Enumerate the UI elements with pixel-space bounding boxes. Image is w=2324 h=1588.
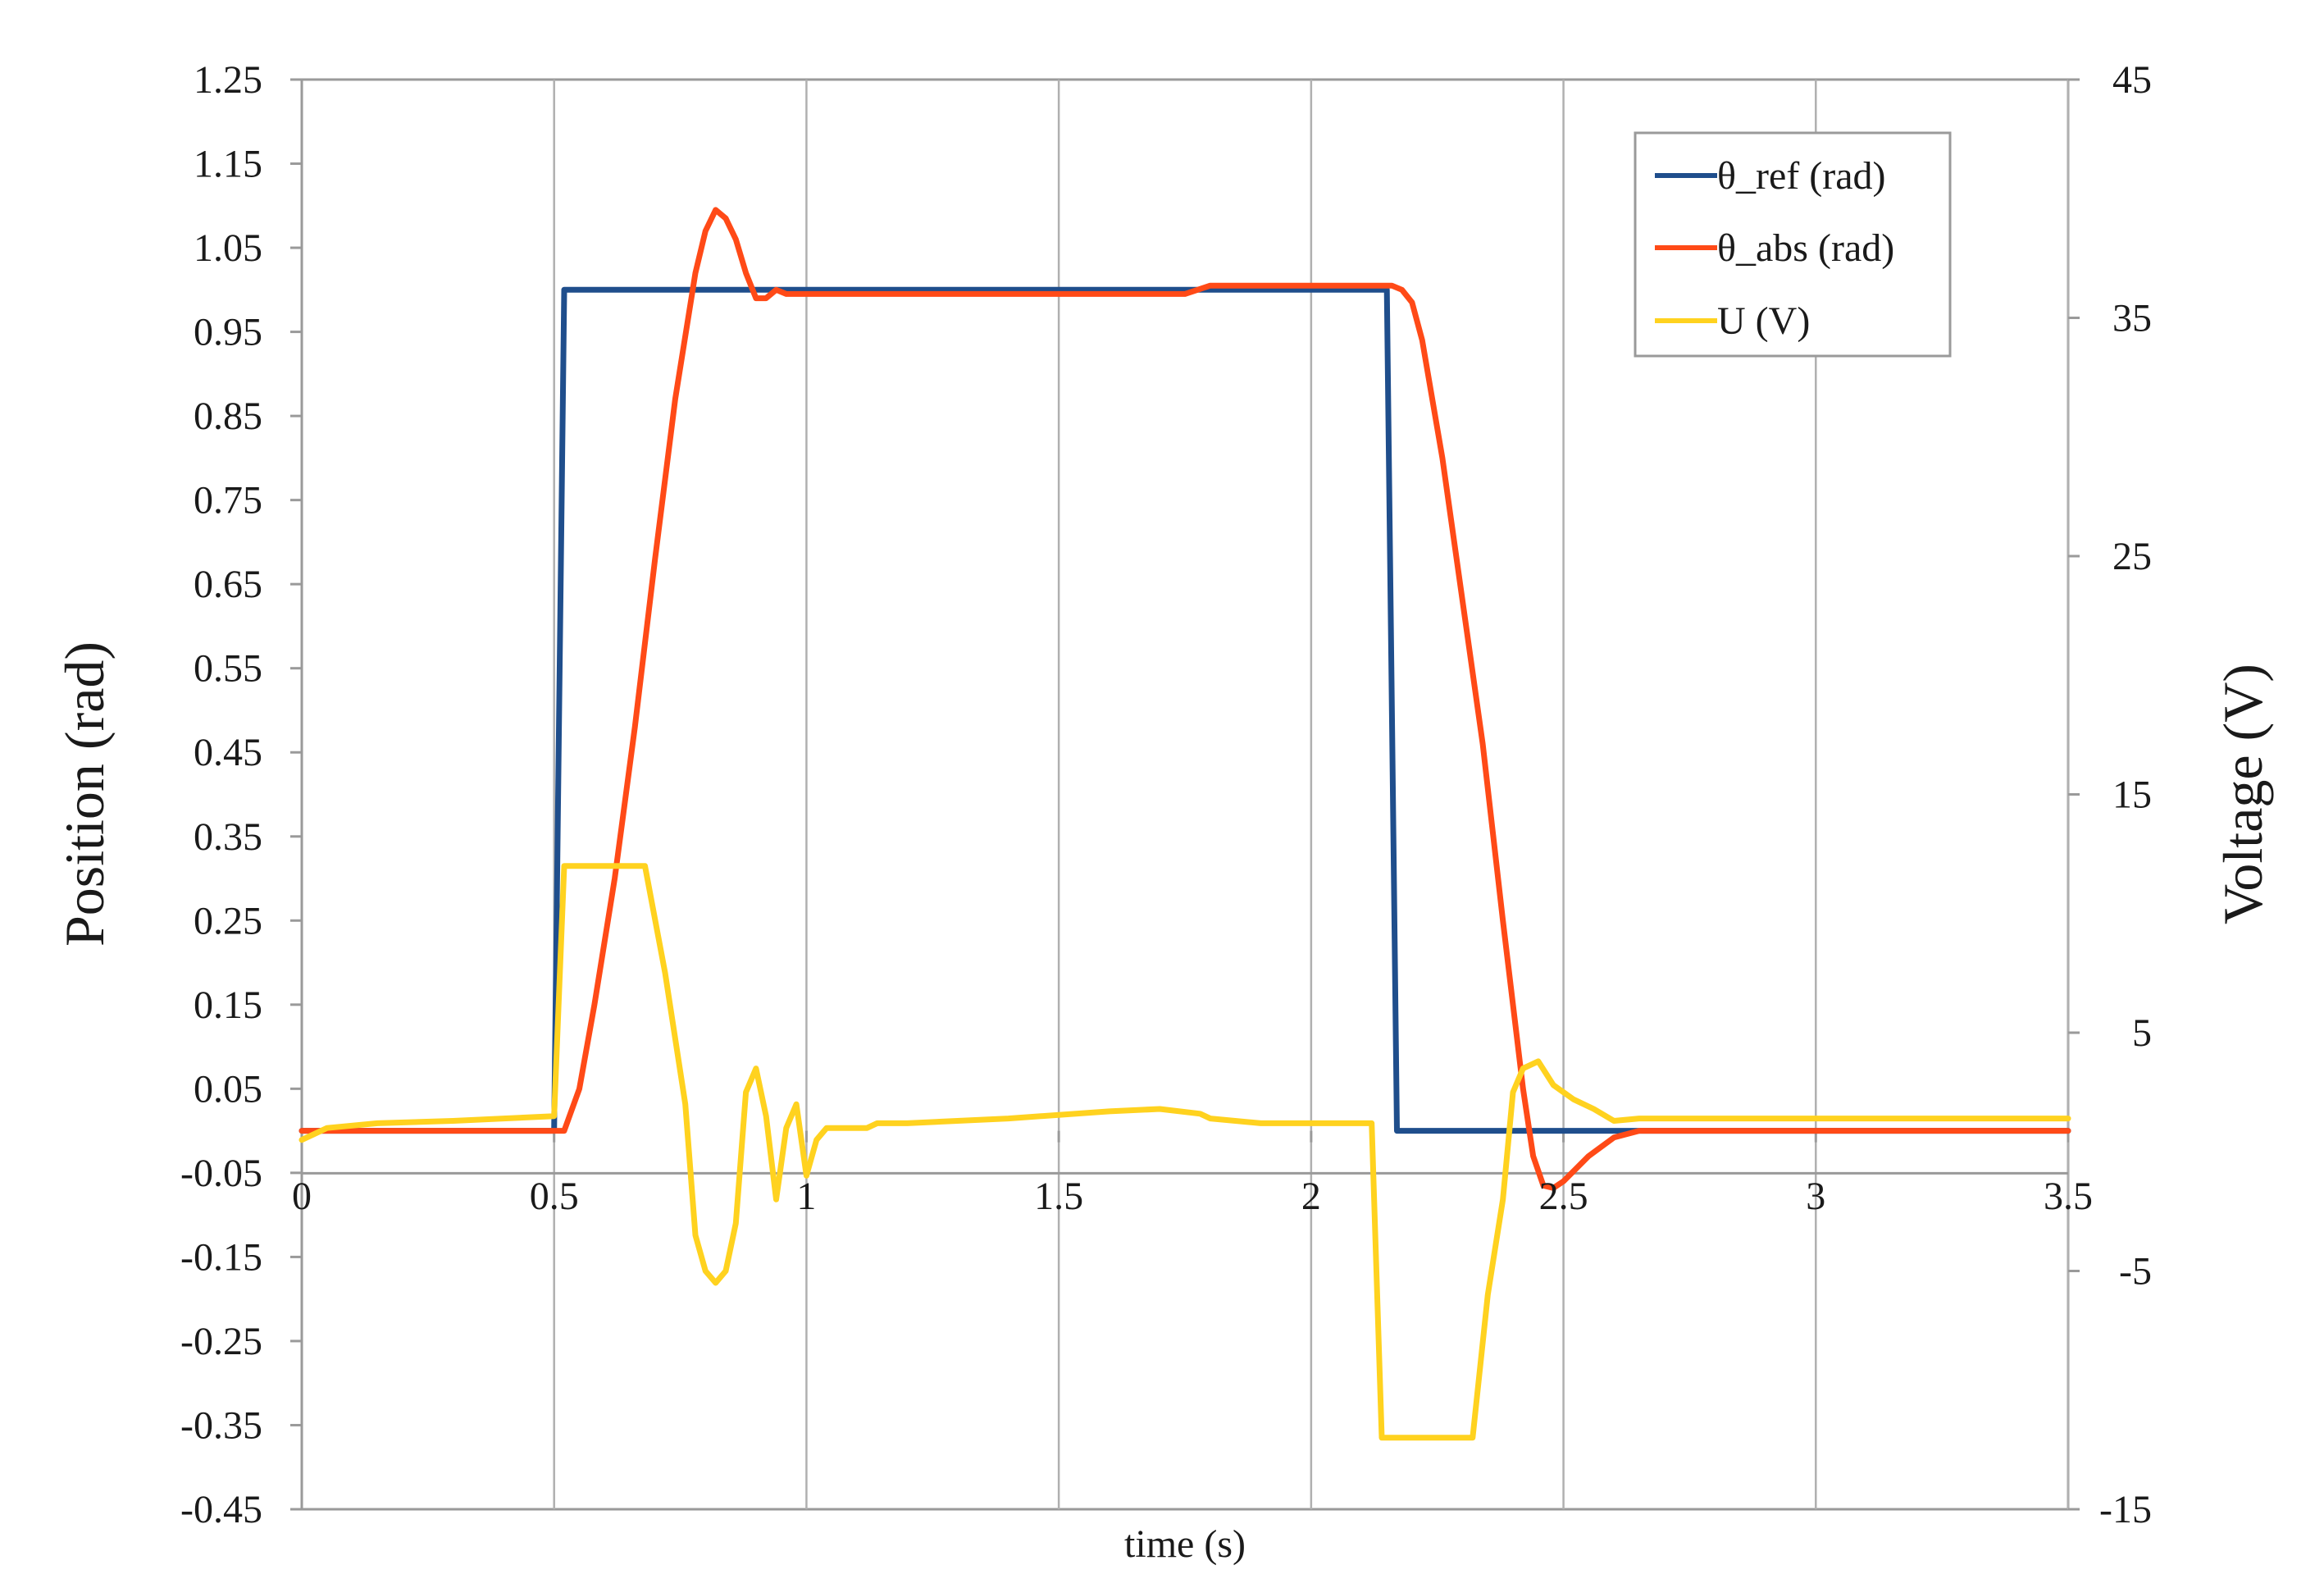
y2-axis-title: Voltage (V) (2212, 664, 2274, 924)
y2-tick-label: -15 (2099, 1488, 2152, 1531)
y-tick-label: 1.15 (194, 143, 262, 186)
y-tick-label: 0.65 (194, 563, 262, 606)
series-line-theta-abs (298, 207, 2071, 1191)
y-tick-label: 0.95 (194, 311, 262, 354)
y2-tick-label: 45 (2112, 58, 2152, 102)
x-tick-label: 1.5 (1034, 1175, 1083, 1218)
series-line-voltage (298, 863, 2071, 1441)
y-axis-title: Position (rad) (53, 641, 116, 947)
y-tick-label: 0.35 (194, 815, 262, 859)
y-tick-label: 1.25 (194, 58, 262, 102)
y2-tick-label: 25 (2112, 535, 2152, 578)
y2-tick-label: 15 (2112, 773, 2152, 817)
y-tick-label: 0.05 (194, 1067, 262, 1111)
x-axis-title: time (s) (1124, 1522, 1246, 1566)
y-tick-label: -0.45 (180, 1488, 262, 1531)
x-tick-label: 2.5 (1539, 1175, 1588, 1218)
tick-labels: 0 0.5 1 1.5 2 2.5 3 3.5 -0.45 -0.35 -0.25 -0.15 -0.0… (180, 58, 2152, 1531)
y2-tick-label: -5 (2119, 1250, 2152, 1294)
y-tick-label: 0.15 (194, 983, 262, 1027)
x-tick-label: 1 (796, 1175, 816, 1218)
y-tick-label: 0.45 (194, 731, 262, 774)
y-tick-label: 1.05 (194, 226, 262, 270)
x-tick-label: 3 (1806, 1175, 1825, 1218)
series-lines (298, 207, 2071, 1441)
y2-tick-label: 35 (2112, 297, 2152, 340)
x-tick-label: 0.5 (530, 1175, 579, 1218)
y-tick-label: 0.75 (194, 479, 262, 522)
legend-label-theta-abs: θ_abs (rad) (1717, 226, 1894, 270)
x-tick-label: 3.5 (2044, 1175, 2093, 1218)
y-tick-label: 0.85 (194, 395, 262, 438)
y-tick-label: 0.55 (194, 647, 262, 691)
legend-label-theta-ref: θ_ref (rad) (1717, 154, 1886, 198)
y-tick-label: -0.35 (180, 1403, 262, 1447)
y-tick-label: -0.05 (180, 1152, 262, 1195)
y2-tick-label: 5 (2132, 1011, 2152, 1055)
series-line-theta-ref (298, 286, 2071, 1134)
x-tick-label: 2 (1301, 1175, 1321, 1218)
ticks (290, 78, 2080, 1511)
y-tick-label: -0.25 (180, 1320, 262, 1363)
x-tick-label: 0 (292, 1175, 312, 1218)
legend: θ_ref (rad) θ_abs (rad) U (V) (1634, 131, 1952, 358)
legend-label-voltage: U (V) (1717, 299, 1810, 343)
y-tick-label: -0.15 (180, 1235, 262, 1279)
y-tick-label: 0.25 (194, 899, 262, 942)
